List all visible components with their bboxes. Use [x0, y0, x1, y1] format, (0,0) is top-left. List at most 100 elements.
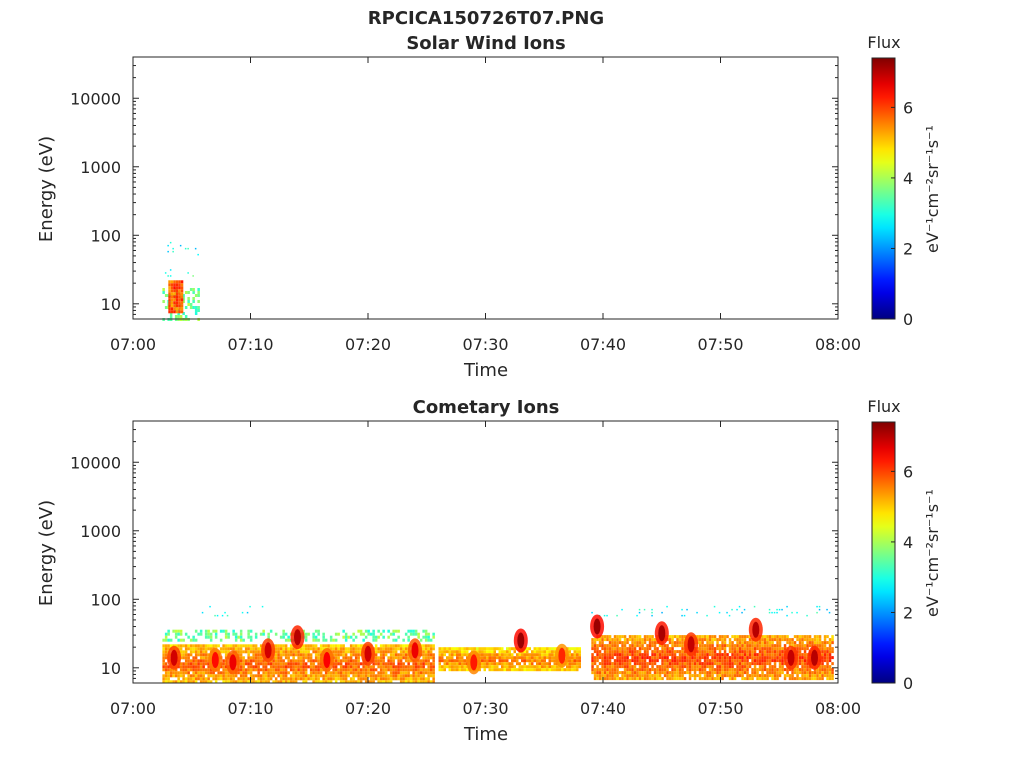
flux-cell: [214, 677, 218, 681]
flux-cell: [389, 671, 393, 675]
flux-cell: [184, 659, 188, 663]
flux-cell: [227, 650, 230, 654]
flux-cell: [167, 665, 170, 669]
colorbar-unit-top: eV⁻¹cm⁻²sr⁻¹s⁻¹: [923, 125, 942, 253]
flux-cell: [199, 677, 203, 681]
flux-cell: [392, 668, 395, 672]
flux-cell: [826, 674, 829, 678]
flux-cell: [796, 662, 799, 666]
flux-cell: [417, 632, 420, 636]
flux-cell: [359, 677, 363, 681]
flux-cell: [304, 632, 308, 636]
flux-cell: [162, 656, 165, 660]
flux-cell: [289, 647, 293, 651]
flux-cell: [304, 635, 308, 639]
flux-cell: [638, 650, 642, 654]
flux-cell: [170, 298, 174, 302]
flux-cell: [317, 647, 320, 651]
flux-cell: [168, 292, 171, 296]
flux-cell: [828, 638, 832, 642]
flux-cell: [304, 668, 308, 672]
flux-cell: [349, 644, 353, 648]
flux-cell: [668, 647, 672, 651]
flux-cell: [538, 653, 541, 657]
flux-cell: [389, 668, 393, 672]
flux-cell: [294, 659, 298, 663]
colorbar-tick-label: 0: [903, 310, 913, 329]
flux-cell: [633, 638, 637, 642]
flux-cell: [461, 662, 464, 666]
flux-cell: [491, 647, 494, 651]
flux-cell: [342, 647, 345, 651]
flux-cell: [676, 659, 679, 663]
flux-cell: [776, 653, 779, 657]
flux-cell: [397, 665, 400, 669]
flux-cell: [538, 650, 541, 654]
flux-cell: [307, 665, 310, 669]
flux-cell: [192, 635, 195, 639]
flux-cell: [726, 674, 729, 678]
flux-cell: [307, 656, 310, 660]
flux-cell: [202, 662, 205, 666]
flux-cell: [758, 662, 762, 666]
flux-cell: [538, 659, 541, 663]
flux-cell: [379, 680, 383, 684]
flux-cell: [696, 668, 699, 672]
flux-cell: [748, 674, 752, 678]
flux-cell: [703, 671, 707, 675]
flux-cell: [613, 650, 617, 654]
flux-cell: [327, 674, 330, 678]
flux-cell: [736, 608, 738, 611]
flux-cell: [766, 677, 769, 681]
flux-cell: [170, 286, 174, 290]
flux-cell: [164, 644, 168, 648]
flux-cell: [322, 644, 325, 648]
flux-cell: [329, 635, 333, 639]
flux-cell: [277, 659, 280, 663]
flux-cell: [357, 680, 360, 684]
flux-cell: [244, 659, 248, 663]
x-axis-label-solar-wind: Time: [463, 360, 508, 381]
flux-cell: [207, 674, 210, 678]
flux-cell: [204, 659, 208, 663]
flux-cell: [801, 665, 804, 669]
flux-cell: [683, 656, 687, 660]
flux-cell: [168, 304, 171, 308]
flux-cell: [382, 665, 385, 669]
flux-cell: [558, 668, 561, 672]
flux-cell: [382, 680, 385, 684]
flux-cell: [429, 665, 433, 669]
flux-cell: [394, 665, 398, 669]
flux-cell: [347, 671, 350, 675]
flux-cell: [656, 653, 659, 657]
flux-cell: [329, 638, 333, 642]
flux-cell: [427, 638, 430, 642]
flux-cell: [242, 650, 245, 654]
colorbar-title-bottom: Flux: [867, 397, 900, 416]
flux-cell: [424, 629, 428, 633]
flux-cell: [214, 614, 216, 617]
flux-cell: [187, 297, 190, 300]
flux-cell: [533, 668, 536, 672]
flux-cell: [626, 677, 629, 681]
flux-cell: [289, 680, 293, 684]
flux-cell: [731, 677, 734, 681]
flux-cell: [344, 671, 348, 675]
flux-cell: [746, 662, 749, 666]
flux-cell: [217, 644, 220, 648]
colorbar-tick-label: 6: [903, 462, 913, 481]
flux-cell: [319, 680, 323, 684]
flux-cell: [453, 653, 456, 657]
flux-cell: [379, 671, 383, 675]
flux-cell: [414, 629, 418, 633]
flux-cell: [347, 656, 350, 660]
flux-cell: [513, 647, 516, 651]
flux-cell: [623, 644, 627, 648]
flux-cell: [443, 662, 446, 666]
flux-cell: [364, 665, 368, 669]
flux-cell: [826, 662, 829, 666]
flux-cell: [312, 674, 315, 678]
flux-cell: [636, 653, 639, 657]
flux-cell: [189, 650, 193, 654]
flux-cell: [831, 674, 834, 678]
